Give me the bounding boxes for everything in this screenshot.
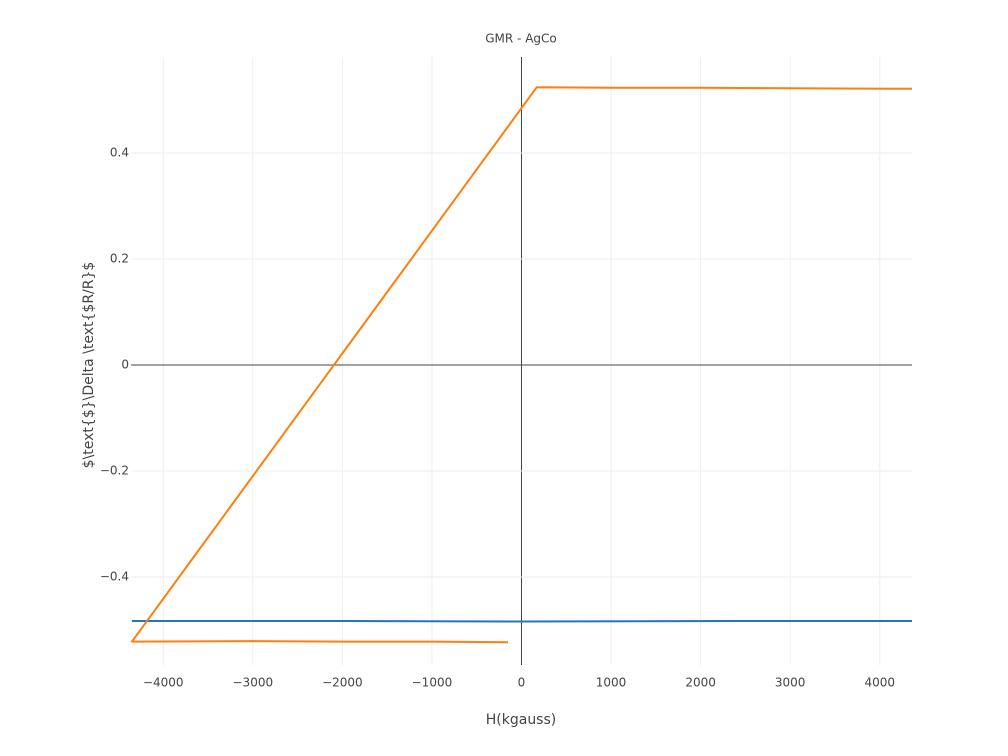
- x-tick-label: 2000: [685, 676, 716, 690]
- y-tick-label: 0: [121, 357, 129, 371]
- x-tick-label: −1000: [412, 676, 453, 690]
- series-line: [130, 86, 913, 644]
- x-tick-label: 3000: [775, 676, 806, 690]
- x-tick-label: 0: [518, 676, 526, 690]
- x-tick-label: −4000: [143, 676, 184, 690]
- chart-title: GMR - AgCo: [485, 32, 557, 46]
- x-axis-title: H(kgauss): [486, 712, 557, 728]
- y-tick-label: 0.2: [110, 251, 129, 265]
- y-tick-label: 0.4: [110, 145, 129, 159]
- y-axis-title: $\text{$}\Delta \text{$R/R}$: [81, 262, 97, 469]
- x-tick-label: 4000: [864, 676, 895, 690]
- series-line: [131, 620, 912, 623]
- y-tick-label: −0.4: [100, 570, 129, 584]
- x-tick-label: −2000: [322, 676, 363, 690]
- y-tick-label: −0.2: [100, 463, 129, 477]
- x-tick-label: −3000: [233, 676, 274, 690]
- x-tick-label: 1000: [596, 676, 627, 690]
